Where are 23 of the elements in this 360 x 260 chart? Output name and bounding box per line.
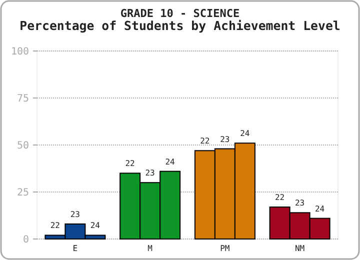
text: 23 bbox=[220, 134, 230, 144]
text: 23 bbox=[145, 168, 155, 178]
text: 23 bbox=[294, 198, 305, 208]
x-tick-label: NM bbox=[294, 244, 305, 253]
series-label: 24 bbox=[90, 221, 100, 230]
text: 22 bbox=[200, 136, 210, 146]
text: 24 bbox=[240, 129, 250, 138]
x-tick-label: M bbox=[148, 244, 153, 253]
chart-title: GRADE 10 - SCIENCE bbox=[120, 7, 240, 20]
text: 22 bbox=[125, 159, 135, 168]
y-tick-label: 25 bbox=[16, 188, 29, 198]
text: 24 bbox=[165, 157, 175, 166]
x-tick-label: PM bbox=[220, 244, 230, 253]
x-tick-label: E bbox=[72, 244, 78, 253]
series-label: 23 bbox=[70, 210, 80, 219]
y-tick-label: 100 bbox=[10, 46, 29, 58]
y-tick-label: 0 bbox=[22, 234, 29, 246]
series-label: 22 bbox=[50, 221, 60, 230]
y-tick-label: 50 bbox=[16, 140, 29, 152]
text: 24 bbox=[314, 204, 325, 214]
y-tick-label: 75 bbox=[16, 94, 29, 104]
text: 22 bbox=[274, 193, 285, 202]
chart-subtitle: Percentage of Students by Achievement Level bbox=[20, 18, 340, 33]
